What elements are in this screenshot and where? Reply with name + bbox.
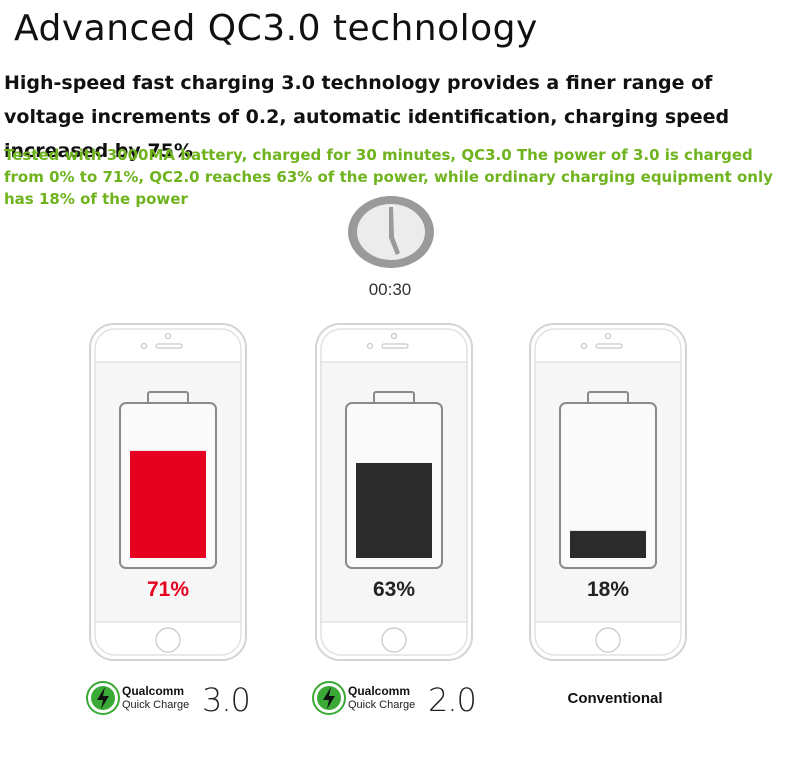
subtitle: High-speed fast charging 3.0 technology … (4, 72, 730, 162)
brand-qc20: Qualcomm Quick Charge 2.0 (312, 675, 482, 725)
qualcomm-quick-charge-icon (312, 681, 346, 715)
brand-version: 3.0 (202, 681, 251, 719)
percent-label-qc30: 71% (146, 578, 190, 601)
battery-level-fill (570, 530, 646, 558)
percent-label-conventional: 18% (586, 578, 630, 601)
brand-sub: Quick Charge (348, 699, 416, 711)
phone-outline-icon (315, 323, 473, 661)
phone-outline-icon (89, 323, 247, 661)
test-note: Tested with 3000MA battery, charged for … (4, 146, 773, 208)
qualcomm-quick-charge-icon (86, 681, 120, 715)
brand-name: Qualcomm (122, 684, 185, 698)
brand-sub: Quick Charge (122, 699, 190, 711)
phone-conventional (524, 322, 692, 662)
conventional-label: Conventional (567, 690, 663, 707)
phone-qc30 (84, 322, 252, 662)
phone-qc20 (310, 322, 478, 662)
phone-outline-icon (529, 323, 687, 661)
battery-level-fill (356, 463, 432, 558)
brand-name: Qualcomm (348, 684, 411, 698)
battery-level-fill (130, 450, 206, 558)
brand-qc30: Qualcomm Quick Charge 3.0 (86, 675, 256, 725)
clock-time-label: 00:30 (368, 280, 412, 299)
brand-version: 2.0 (428, 681, 477, 719)
clock-icon (348, 196, 434, 268)
percent-label-qc20: 63% (372, 578, 416, 601)
page-title: Advanced QC3.0 technology (14, 8, 538, 49)
